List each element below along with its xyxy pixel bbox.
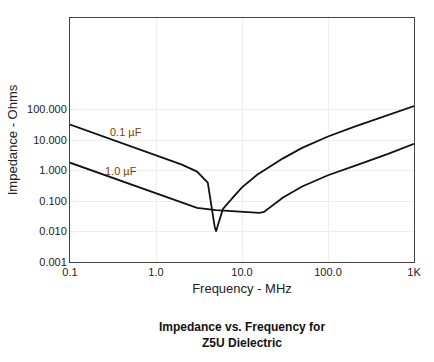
svg-text:1.0 µF: 1.0 µF	[105, 165, 137, 177]
svg-text:1K: 1K	[407, 266, 421, 278]
svg-text:Frequency - MHz: Frequency - MHz	[192, 281, 292, 296]
svg-text:0.001: 0.001	[39, 256, 67, 268]
svg-text:10.000: 10.000	[33, 134, 67, 146]
svg-text:1.0: 1.0	[148, 266, 163, 278]
svg-text:0.100: 0.100	[39, 195, 67, 207]
svg-text:Impedance - Ohms: Impedance - Ohms	[5, 84, 20, 195]
svg-text:100.000: 100.000	[27, 103, 67, 115]
svg-text:Impedance vs. Frequency forZ5U: Impedance vs. Frequency forZ5U Dielectri…	[159, 320, 325, 350]
svg-text:0.1: 0.1	[62, 266, 77, 278]
svg-text:0.010: 0.010	[39, 225, 67, 237]
svg-text:0.1 µF: 0.1 µF	[110, 126, 142, 138]
svg-text:1.000: 1.000	[39, 164, 67, 176]
svg-text:10.0: 10.0	[231, 266, 252, 278]
svg-text:100.0: 100.0	[314, 266, 342, 278]
